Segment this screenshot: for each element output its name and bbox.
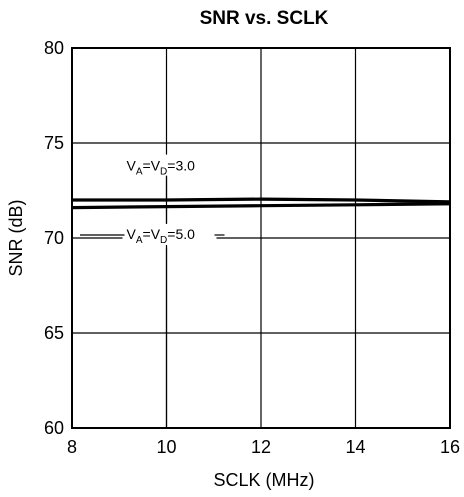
y-tick-label: 70 [44, 228, 64, 248]
x-tick-label: 12 [251, 437, 271, 457]
annotation-label: VA=VD=5.0 [127, 226, 196, 246]
x-tick-label: 16 [440, 437, 460, 457]
y-tick-label: 80 [44, 38, 64, 58]
x-tick-label: 14 [345, 437, 365, 457]
y-tick-label: 60 [44, 418, 64, 438]
y-tick-label: 65 [44, 323, 64, 343]
y-axis-label: SNR (dB) [6, 199, 26, 276]
plot-frame [71, 47, 451, 429]
annotation-label-bg [122, 154, 217, 177]
y-tick-label: 75 [44, 133, 64, 153]
annotation-va-vd-5v: VA=VD=5.0 [80, 206, 225, 246]
x-axis-label: SCLK (MHz) [213, 470, 314, 490]
annotation-layer: VA=VD=3.0 VA=VD=5.0 [80, 154, 225, 428]
annotation-va-vd-3v: VA=VD=3.0 [122, 154, 217, 200]
annotation-label-bg [122, 223, 217, 245]
chart-title: SNR vs. SCLK [200, 8, 329, 29]
series-line-va-vd-5v [71, 202, 451, 210]
tick-layer: 8 10 12 14 16 60 65 70 75 80 [44, 38, 460, 457]
annotation-label: VA=VD=3.0 [127, 158, 196, 178]
x-tick-label: 8 [67, 437, 77, 457]
series-layer [71, 197, 451, 210]
x-tick-label: 10 [156, 437, 176, 457]
series-line-va-vd-3v [72, 197, 451, 204]
